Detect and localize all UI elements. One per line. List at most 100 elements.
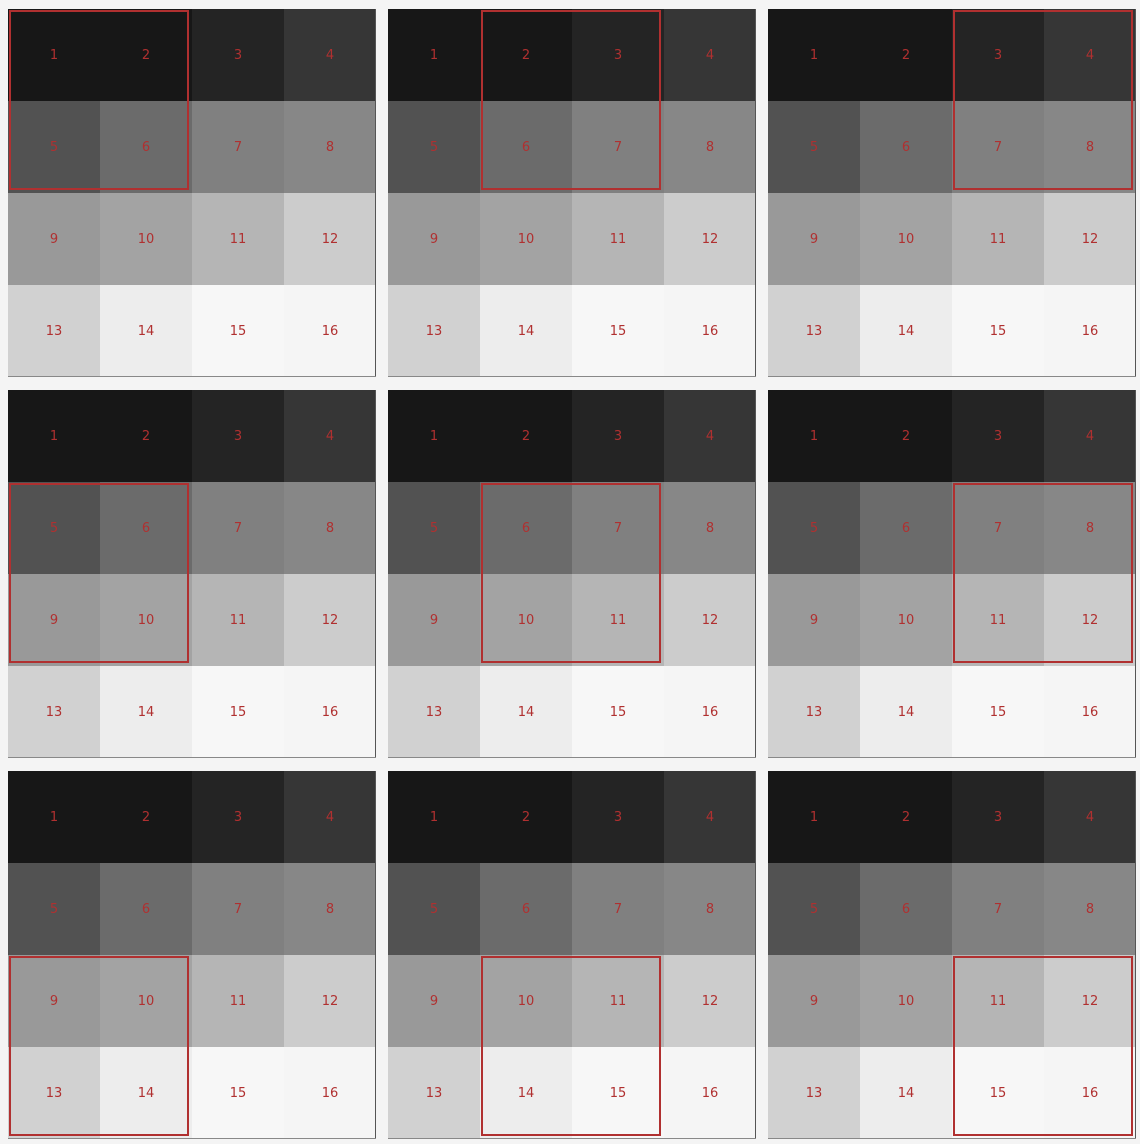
- grid-cell: 8: [664, 101, 756, 193]
- panel-8: 1 2 3 4 5 6 7 8 9 10 11 12 13 14 15 16: [388, 771, 756, 1139]
- grid-cell: 13: [768, 1047, 860, 1139]
- grid-cell: 5: [768, 863, 860, 955]
- grid-cell: 8: [284, 482, 376, 574]
- grid-cell: 10: [100, 193, 192, 285]
- grid-cell: 6: [480, 101, 572, 193]
- grid-cell: 11: [572, 574, 664, 666]
- grid-cell: 12: [664, 193, 756, 285]
- grid-cell: 7: [572, 101, 664, 193]
- grid-cell: 5: [8, 101, 100, 193]
- panel-2: 1 2 3 4 5 6 7 8 9 10 11 12 13 14 15 16: [388, 9, 756, 377]
- grid-cell: 15: [192, 1047, 284, 1139]
- grid-cell: 15: [192, 285, 284, 377]
- grid-cell: 16: [284, 285, 376, 377]
- grid-cell: 9: [388, 574, 480, 666]
- grid-cell: 1: [8, 771, 100, 863]
- grid-cell: 13: [388, 666, 480, 758]
- grid-cell: 10: [100, 955, 192, 1047]
- axis-line-bottom: [388, 376, 756, 377]
- axis-line-bottom: [388, 1138, 756, 1139]
- grid-cell: 12: [1044, 574, 1136, 666]
- grid-cell: 5: [388, 863, 480, 955]
- grid-cell: 10: [480, 193, 572, 285]
- grid-cell: 13: [8, 1047, 100, 1139]
- grid-cell: 15: [952, 666, 1044, 758]
- grid-cell: 16: [664, 666, 756, 758]
- grid-cell: 14: [860, 1047, 952, 1139]
- grid-cell: 4: [664, 390, 756, 482]
- grid-cell: 13: [768, 285, 860, 377]
- grid-cell: 6: [480, 482, 572, 574]
- grid-cell: 15: [572, 666, 664, 758]
- grid-cell: 11: [192, 193, 284, 285]
- axis-line-right: [375, 390, 376, 758]
- grid-cell: 2: [480, 771, 572, 863]
- grid-cell: 4: [284, 390, 376, 482]
- grid-cell: 16: [284, 1047, 376, 1139]
- grid-cell: 14: [100, 285, 192, 377]
- grid-cell: 11: [192, 574, 284, 666]
- grid-cell: 1: [388, 390, 480, 482]
- grid-cell: 11: [952, 193, 1044, 285]
- grid-cell: 14: [480, 1047, 572, 1139]
- grid-cell: 12: [284, 574, 376, 666]
- grid-cell: 9: [8, 955, 100, 1047]
- grid-cell: 12: [1044, 193, 1136, 285]
- grid-cell: 6: [100, 482, 192, 574]
- grid-cell: 11: [952, 955, 1044, 1047]
- panel-1: 1 2 3 4 5 6 7 8 9 10 11 12 13 14 15 16: [8, 9, 376, 377]
- grid-cell: 14: [860, 666, 952, 758]
- grid-cell: 10: [860, 955, 952, 1047]
- grid-cell: 5: [8, 482, 100, 574]
- grid-cell: 7: [952, 482, 1044, 574]
- grid-cell: 3: [192, 9, 284, 101]
- grid-cell: 4: [664, 9, 756, 101]
- grid-cell: 14: [100, 666, 192, 758]
- grid-cell: 15: [952, 285, 1044, 377]
- grid-cell: 10: [480, 955, 572, 1047]
- axis-line-bottom: [768, 1138, 1136, 1139]
- grid-cell: 9: [768, 955, 860, 1047]
- grid-cell: 1: [388, 9, 480, 101]
- panel-9: 1 2 3 4 5 6 7 8 9 10 11 12 13 14 15 16: [768, 771, 1136, 1139]
- grid-cell: 3: [572, 771, 664, 863]
- grid-cell: 7: [952, 863, 1044, 955]
- axis-line-right: [375, 9, 376, 377]
- axis-line-bottom: [8, 376, 376, 377]
- grid-cell: 8: [1044, 101, 1136, 193]
- grid-cell: 16: [664, 1047, 756, 1139]
- axis-line-bottom: [8, 757, 376, 758]
- grid-cell: 15: [192, 666, 284, 758]
- panel-4: 1 2 3 4 5 6 7 8 9 10 11 12 13 14 15 16: [8, 390, 376, 758]
- grid-cell: 6: [860, 863, 952, 955]
- grid-cell: 4: [284, 9, 376, 101]
- grid-cell: 7: [192, 863, 284, 955]
- grid-cell: 3: [192, 771, 284, 863]
- grid-cell: 9: [388, 193, 480, 285]
- grid-cell: 6: [100, 101, 192, 193]
- panel-5: 1 2 3 4 5 6 7 8 9 10 11 12 13 14 15 16: [388, 390, 756, 758]
- grid-cell: 10: [480, 574, 572, 666]
- axis-line-bottom: [768, 757, 1136, 758]
- grid-cell: 14: [480, 666, 572, 758]
- grid-cell: 9: [768, 193, 860, 285]
- grid-cell: 13: [8, 666, 100, 758]
- grid-cell: 13: [388, 285, 480, 377]
- axis-line-right: [1135, 390, 1136, 758]
- grid-cell: 1: [768, 390, 860, 482]
- grid-cell: 8: [664, 863, 756, 955]
- grid-cell: 1: [8, 390, 100, 482]
- grid-cell: 11: [952, 574, 1044, 666]
- grid-cell: 3: [192, 390, 284, 482]
- grid-cell: 3: [952, 771, 1044, 863]
- axis-line-right: [755, 771, 756, 1139]
- grid-cell: 1: [768, 771, 860, 863]
- grid-cell: 2: [100, 390, 192, 482]
- grid-cell: 7: [192, 101, 284, 193]
- axis-line-right: [755, 390, 756, 758]
- grid-cell: 16: [284, 666, 376, 758]
- grid-cell: 3: [952, 390, 1044, 482]
- grid-cell: 7: [192, 482, 284, 574]
- grid-cell: 1: [8, 9, 100, 101]
- grid-cell: 3: [572, 390, 664, 482]
